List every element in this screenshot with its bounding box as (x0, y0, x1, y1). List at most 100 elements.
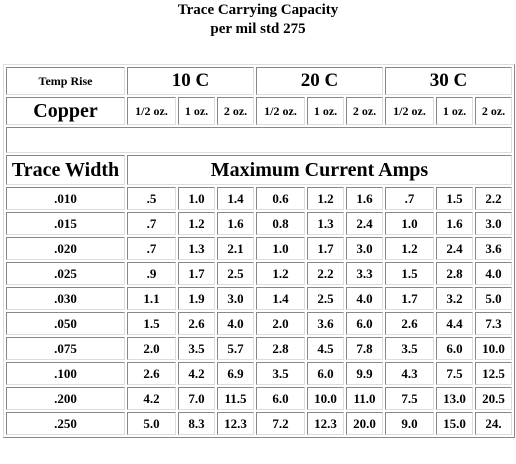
current-amps: 1.2 (256, 262, 305, 285)
current-amps: 2.4 (436, 237, 473, 260)
title-line: Trace Carrying Capacity (177, 2, 339, 18)
current-amps: 4.4 (436, 312, 473, 335)
current-amps: 2.8 (256, 337, 305, 360)
current-amps: 24. (475, 412, 512, 435)
copper-weight: 1/2 oz. (127, 97, 176, 125)
current-amps: 1.1 (127, 287, 176, 310)
table-row: .200 4.2 7.0 11.5 6.0 10.0 11.0 7.5 13.0 20.5 (6, 387, 512, 410)
current-amps: .7 (127, 237, 176, 260)
current-amps: 3.5 (385, 337, 434, 360)
current-amps: 2.1 (217, 237, 254, 260)
table-row: Temp Rise 10 C 20 C 30 C (6, 67, 512, 95)
max-current-label: Maximum Current Amps (127, 155, 512, 185)
current-amps: 1.2 (307, 187, 344, 210)
current-amps: 0.8 (256, 212, 305, 235)
current-amps: 1.2 (178, 212, 215, 235)
current-amps: 11.5 (217, 387, 254, 410)
temp-group: 30 C (385, 67, 512, 95)
current-amps: 12.3 (217, 412, 254, 435)
current-amps: 1.3 (307, 212, 344, 235)
trace-width: .020 (6, 237, 125, 260)
current-amps: 9.9 (346, 362, 383, 385)
current-amps: 2.5 (307, 287, 344, 310)
current-amps: 4.0 (346, 287, 383, 310)
current-amps: 1.7 (307, 237, 344, 260)
table-row: .015.7 1.2 1.6 0.8 1.3 2.4 1.0 1.6 3.0 (6, 212, 512, 235)
current-amps: 1.6 (436, 212, 473, 235)
current-amps: .9 (127, 262, 176, 285)
current-amps: 1.0 (256, 237, 305, 260)
current-amps: 3.0 (475, 212, 512, 235)
current-amps: 2.6 (385, 312, 434, 335)
table-row: .100 2.6 4.2 6.9 3.5 6.0 9.9 4.3 7.5 12.5 (6, 362, 512, 385)
current-amps: 2.6 (127, 362, 176, 385)
current-amps: 10.0 (307, 387, 344, 410)
capacity-table: Temp Rise 10 C 20 C 30 C Copper 1/2 oz. 1 oz. 2… (3, 64, 515, 438)
current-amps: 7.3 (475, 312, 512, 335)
current-amps: 1.2 (385, 237, 434, 260)
current-amps: 7.5 (385, 387, 434, 410)
current-amps: 1.4 (256, 287, 305, 310)
copper-weight: 1 oz. (178, 97, 215, 125)
current-amps: 2.8 (436, 262, 473, 285)
table-row: .030 1.1 1.9 3.0 1.4 2.5 4.0 1.7 3.2 5.0 (6, 287, 512, 310)
current-amps: 5.7 (217, 337, 254, 360)
current-amps: 5.0 (475, 287, 512, 310)
trace-width: .015 (6, 212, 125, 235)
copper-label: Copper (6, 97, 125, 125)
current-amps: 20.0 (346, 412, 383, 435)
current-amps: 10.0 (475, 337, 512, 360)
current-amps: 1.3 (178, 237, 215, 260)
title: Trace Carrying Capacity per mil std 275 (0, 1, 516, 39)
current-amps: 7.0 (178, 387, 215, 410)
current-amps: 12.3 (307, 412, 344, 435)
temp-group: 10 C (127, 67, 254, 95)
current-amps: 3.0 (217, 287, 254, 310)
trace-width: .075 (6, 337, 125, 360)
current-amps: 2.2 (475, 187, 512, 210)
current-amps: 0.6 (256, 187, 305, 210)
current-amps: 3.2 (436, 287, 473, 310)
current-amps: 4.0 (475, 262, 512, 285)
trace-width: .010 (6, 187, 125, 210)
current-amps: 4.5 (307, 337, 344, 360)
table-row: .025.9 1.7 2.5 1.2 2.2 3.3 1.5 2.8 4.0 (6, 262, 512, 285)
current-amps: 3.5 (178, 337, 215, 360)
current-amps: 2.0 (127, 337, 176, 360)
current-amps: 7.8 (346, 337, 383, 360)
copper-weight: 2 oz. (217, 97, 254, 125)
table-row: .020.7 1.3 2.1 1.0 1.7 3.0 1.2 2.4 3.6 (6, 237, 512, 260)
trace-width: .050 (6, 312, 125, 335)
current-amps: 1.7 (385, 287, 434, 310)
current-amps: .5 (127, 187, 176, 210)
current-amps: 12.5 (475, 362, 512, 385)
current-amps: 6.9 (217, 362, 254, 385)
trace-width: .100 (6, 362, 125, 385)
copper-weight: 2 oz. (346, 97, 383, 125)
current-amps: 1.4 (217, 187, 254, 210)
current-amps: 4.3 (385, 362, 434, 385)
current-amps: 13.0 (436, 387, 473, 410)
title-line: per mil std 275 (210, 21, 306, 37)
current-amps: 2.5 (217, 262, 254, 285)
temp-rise-label: Temp Rise (6, 67, 125, 95)
current-amps: 11.0 (346, 387, 383, 410)
table-row: .010.5 1.0 1.4 0.6 1.2 1.6.7 1.5 2.2 (6, 187, 512, 210)
current-amps: 3.3 (346, 262, 383, 285)
current-amps: 8.3 (178, 412, 215, 435)
table-row: .050 1.5 2.6 4.0 2.0 3.6 6.0 2.6 4.4 7.3 (6, 312, 512, 335)
current-amps: 2.2 (307, 262, 344, 285)
current-amps: 6.0 (307, 362, 344, 385)
current-amps: 9.0 (385, 412, 434, 435)
current-amps: 3.6 (475, 237, 512, 260)
trace-width: .025 (6, 262, 125, 285)
current-amps: 20.5 (475, 387, 512, 410)
current-amps: 15.0 (436, 412, 473, 435)
copper-weight: 1 oz. (436, 97, 473, 125)
current-amps: 1.5 (385, 262, 434, 285)
current-amps: 3.5 (256, 362, 305, 385)
current-amps: 6.0 (436, 337, 473, 360)
table-row: Copper 1/2 oz. 1 oz. 2 oz. 1/2 oz. 1 oz. 2 oz.… (6, 97, 512, 125)
copper-weight: 1/2 oz. (256, 97, 305, 125)
